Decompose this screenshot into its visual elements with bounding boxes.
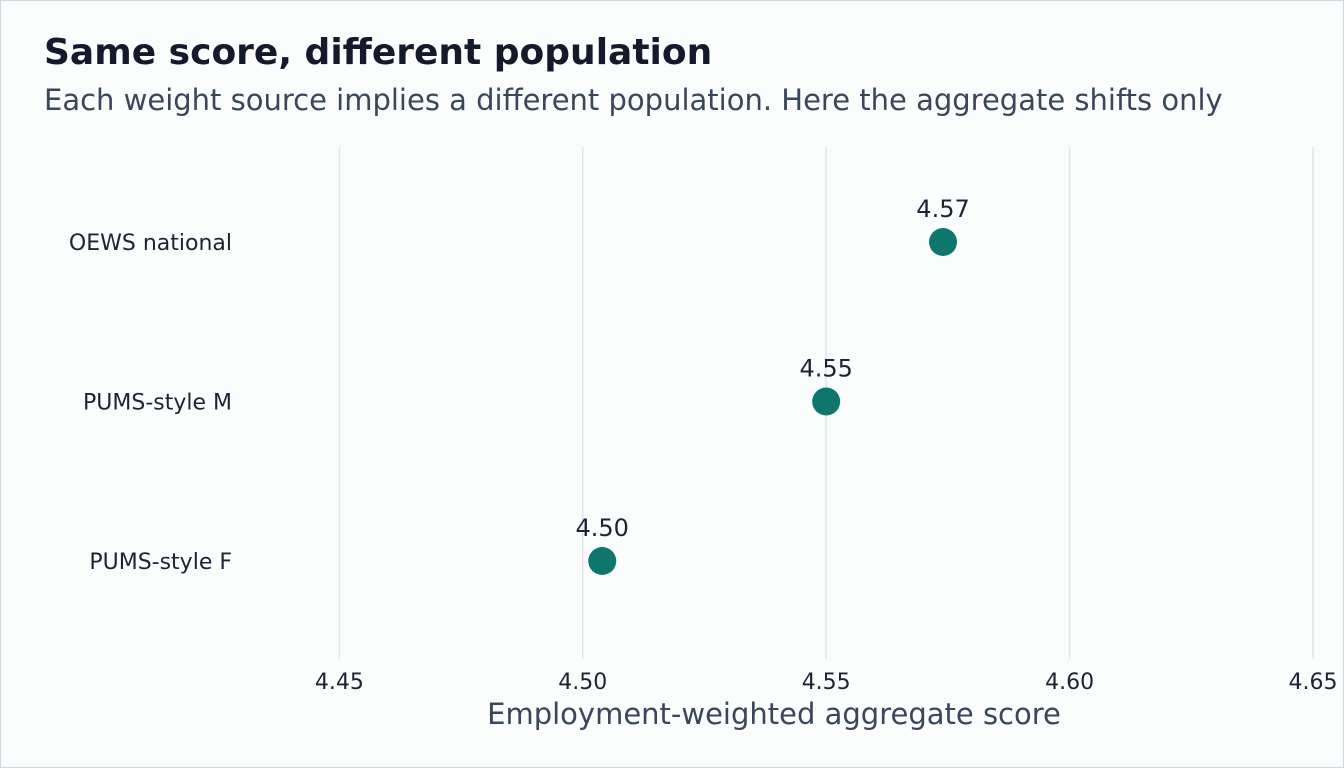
y-tick-label: OEWS national xyxy=(69,231,232,256)
data-point xyxy=(812,387,841,416)
x-tick-label: 4.45 xyxy=(315,670,364,695)
x-tick-label: 4.60 xyxy=(1045,670,1094,695)
x-axis-ticks: 4.45 4.50 4.55 4.60 4.65 xyxy=(315,670,1338,695)
data-label: 4.55 xyxy=(799,355,852,383)
data-point xyxy=(588,547,617,575)
x-axis-label: Employment-weighted aggregate score xyxy=(487,697,1061,731)
y-tick-label: PUMS-style F xyxy=(89,550,232,575)
chart-subtitle: Each weight source implies a different p… xyxy=(44,83,1223,117)
y-tick-label: PUMS-style M xyxy=(83,391,232,416)
data-point xyxy=(929,228,958,256)
y-axis-ticks: OEWS national PUMS-style M PUMS-style F xyxy=(69,231,232,575)
x-tick-label: 4.50 xyxy=(558,670,607,695)
x-tick-label: 4.65 xyxy=(1289,670,1338,695)
data-points: 4.57 4.55 4.50 xyxy=(576,195,970,575)
data-label: 4.57 xyxy=(916,195,969,223)
data-label: 4.50 xyxy=(576,514,629,542)
chart-title: Same score, different population xyxy=(44,32,713,73)
x-tick-label: 4.55 xyxy=(802,670,851,695)
